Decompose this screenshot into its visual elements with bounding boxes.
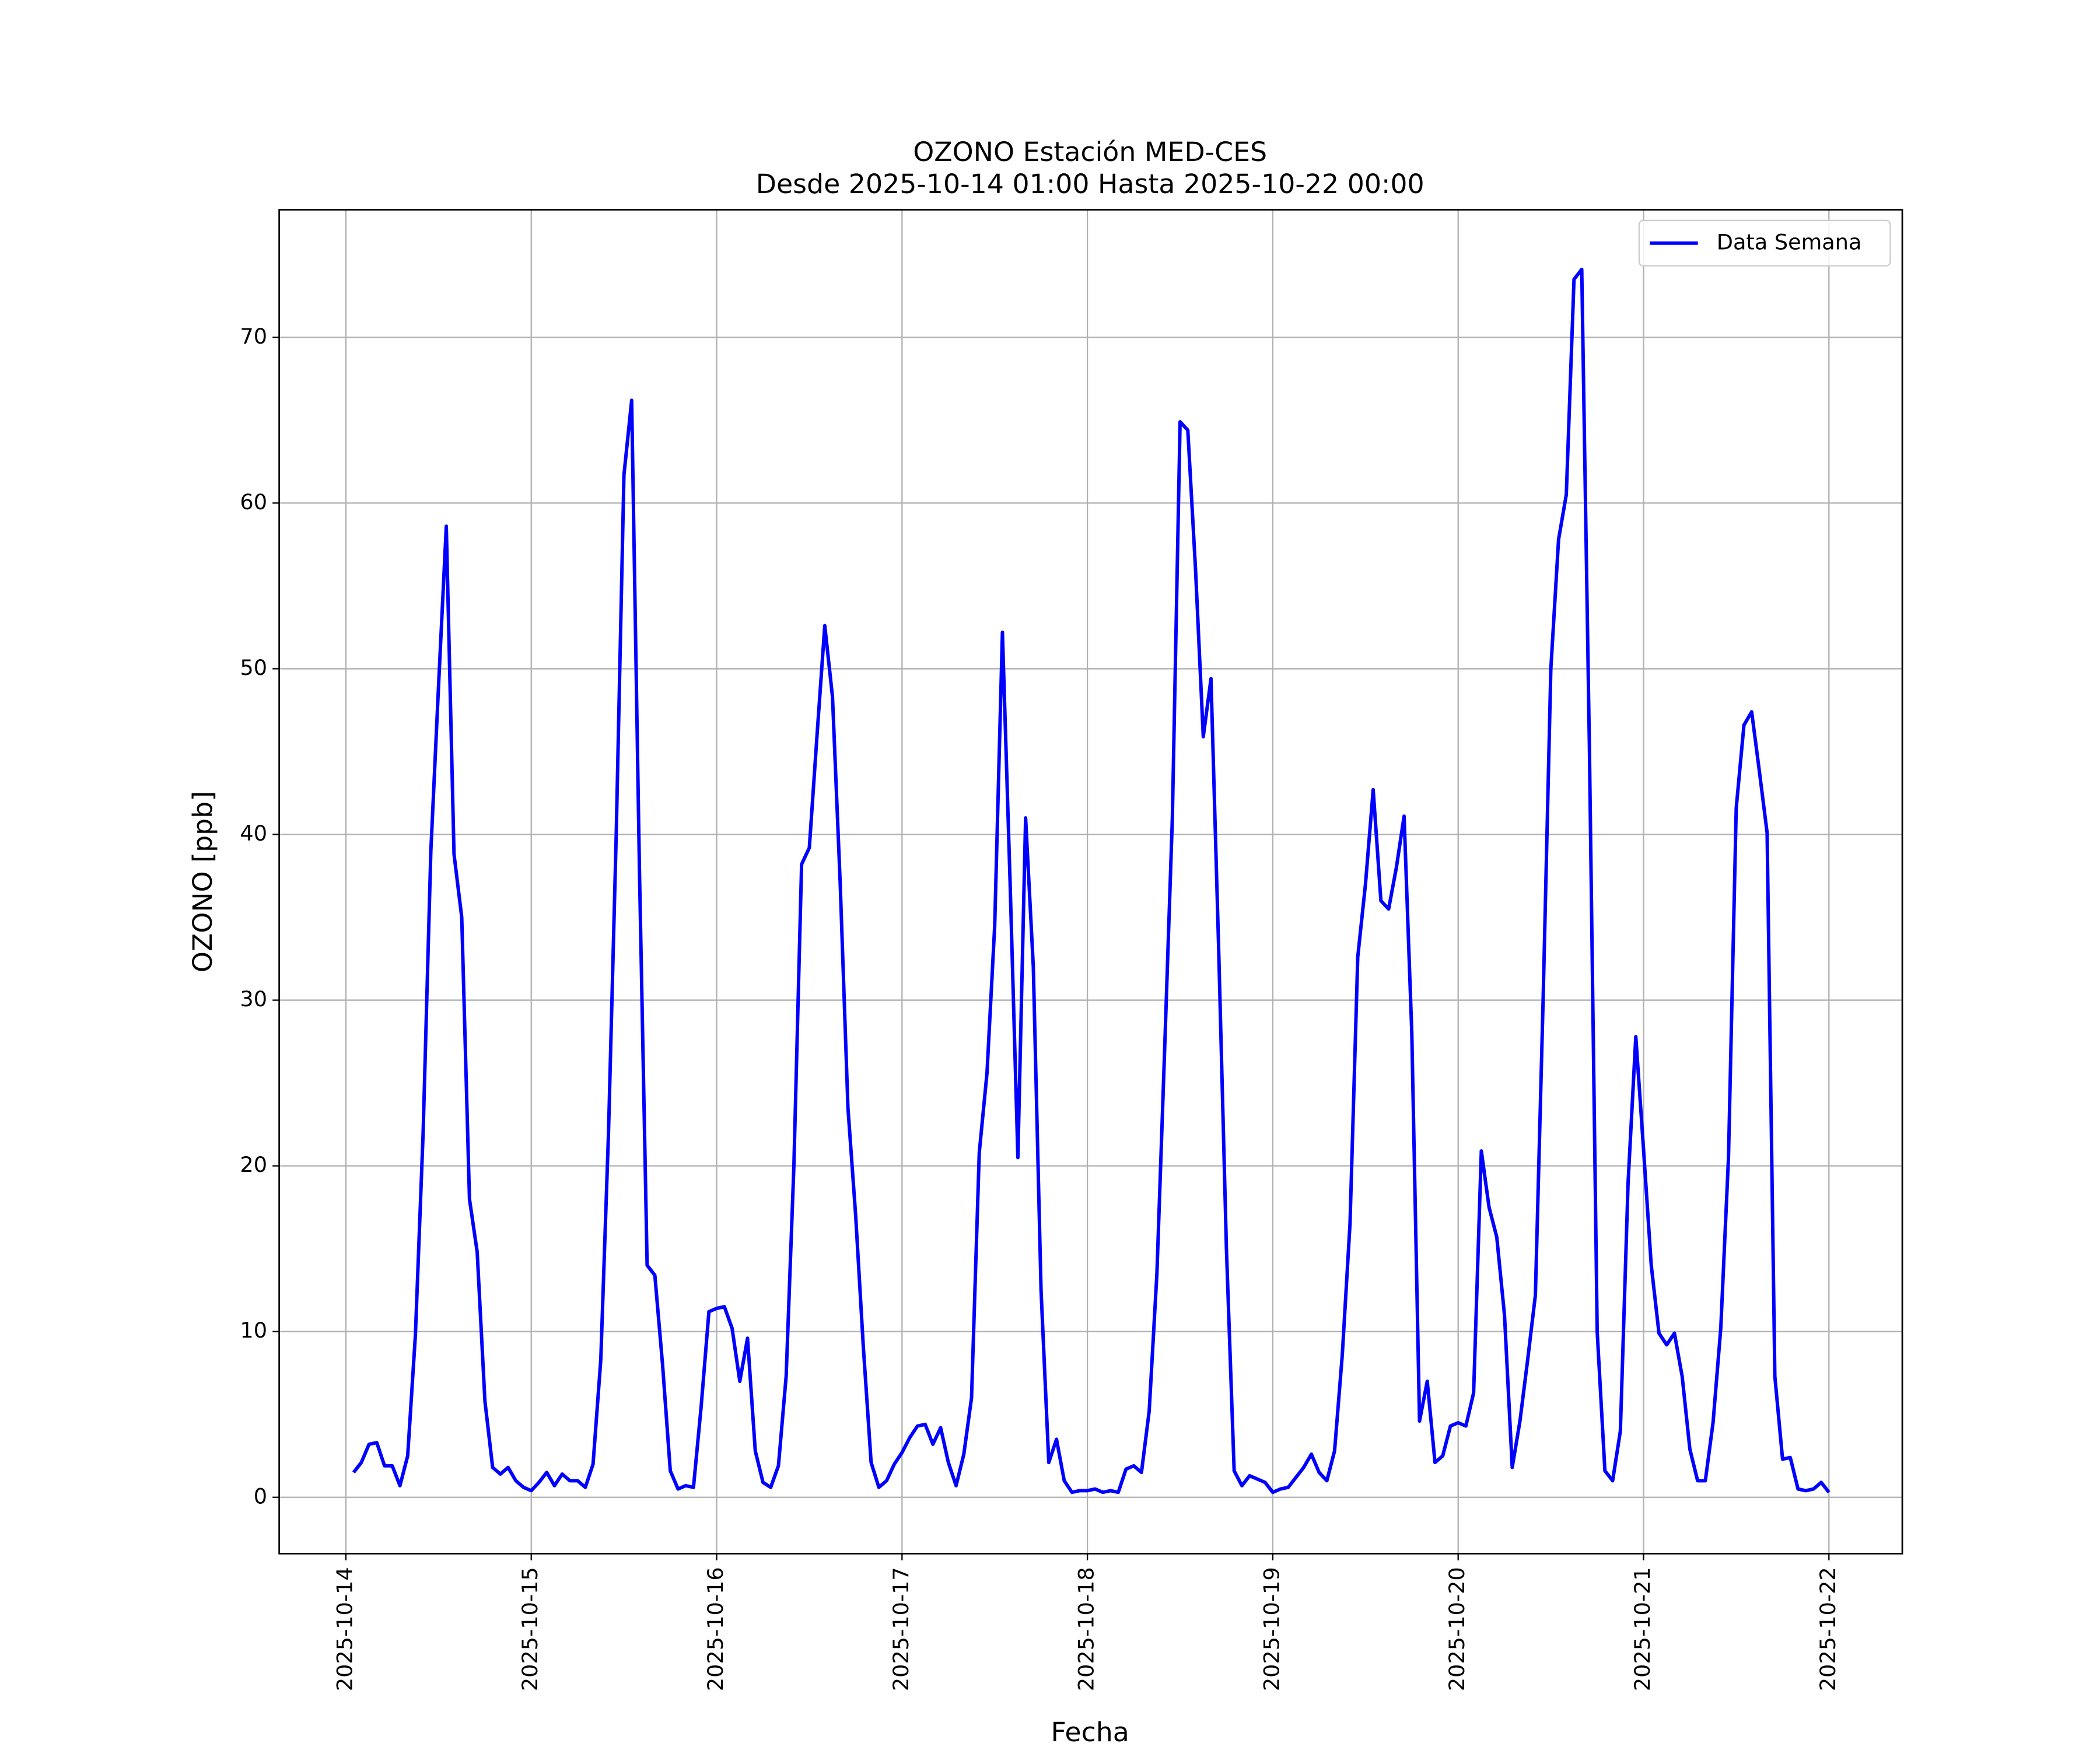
y-axis-label: OZONO [ppb] [187, 791, 218, 972]
y-tick-label: 70 [240, 324, 267, 349]
y-tick-label: 30 [240, 986, 267, 1012]
x-tick-label: 2025-10-19 [1259, 1567, 1284, 1691]
chart-title: OZONO Estación MED-CES [913, 136, 1267, 167]
y-tick-label: 40 [240, 821, 267, 846]
x-tick-label: 2025-10-21 [1630, 1567, 1655, 1691]
x-tick-label: 2025-10-17 [888, 1567, 914, 1691]
y-tick-label: 50 [240, 655, 267, 680]
x-tick-label: 2025-10-15 [517, 1567, 542, 1691]
x-tick-label: 2025-10-14 [332, 1567, 357, 1691]
x-tick-label: 2025-10-20 [1444, 1567, 1469, 1691]
x-tick-label: 2025-10-18 [1074, 1567, 1099, 1691]
data-line [352, 267, 1831, 1494]
y-tick-label: 10 [240, 1318, 267, 1343]
chart-subtitle: Desde 2025-10-14 01:00 Hasta 2025-10-22 … [756, 168, 1424, 200]
y-tick-label: 20 [240, 1152, 267, 1177]
legend-box [1638, 219, 1891, 267]
x-axis-label: Fecha [1051, 1716, 1129, 1748]
plot-frame [278, 209, 1903, 1555]
legend-label: Data Semana [1717, 229, 1862, 254]
y-tick-label: 0 [254, 1483, 267, 1508]
x-tick-label: 2025-10-22 [1815, 1567, 1840, 1691]
x-tick-label: 2025-10-16 [703, 1567, 728, 1691]
y-tick-label: 60 [240, 489, 267, 514]
